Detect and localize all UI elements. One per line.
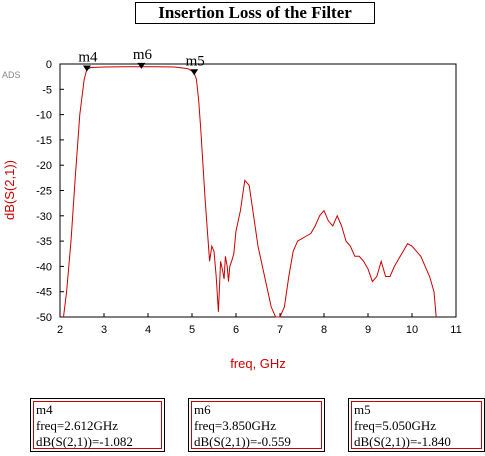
chart-title: Insertion Loss of the Filter xyxy=(135,2,375,24)
marker-label: m5 xyxy=(186,53,205,69)
x-ticks: 2 3 4 5 6 7 8 9 10 11 xyxy=(57,313,462,336)
chart: ADS 2 3 4 5 6 7 8 9 10 11 0 -5 -10 -15 -20 -25 -30 -35 -4… xyxy=(2,47,462,371)
ads-label: ADS xyxy=(2,70,21,80)
y-axis-label: dB(S(2,1)) xyxy=(2,160,17,220)
x-tick-label: 4 xyxy=(145,324,151,336)
y-tick-label: 0 xyxy=(46,59,52,71)
y-tick-label: -15 xyxy=(36,135,52,147)
marker-box-m6: m6 freq=3.850GHz dB(S(2,1))=-0.559 xyxy=(188,398,325,452)
marker-box-value: dB(S(2,1))=-1.840 xyxy=(354,434,451,449)
y-tick-label: -10 xyxy=(36,110,52,122)
marker-box-m4: m4 freq=2.612GHz dB(S(2,1))=-1.082 xyxy=(30,398,165,452)
marker-box-freq: freq=3.850GHz xyxy=(194,418,277,433)
y-tick-label: -5 xyxy=(42,84,52,96)
marker-triangle xyxy=(190,69,199,76)
x-tick-label: 2 xyxy=(57,324,63,336)
y-tick-label: -50 xyxy=(36,312,52,324)
y-ticks: 0 -5 -10 -15 -20 -25 -30 -35 -40 -45 -50 xyxy=(36,59,64,324)
markers-group: m4 m6 m5 xyxy=(78,47,205,76)
y-tick-label: -35 xyxy=(36,236,52,248)
series-line xyxy=(63,66,437,318)
y-tick-label: -20 xyxy=(36,160,52,172)
marker-box-name: m6 xyxy=(194,402,211,417)
x-tick-label: 7 xyxy=(277,324,283,336)
x-tick-label: 10 xyxy=(406,324,418,336)
marker-triangle xyxy=(137,62,146,69)
x-tick-label: 8 xyxy=(321,324,327,336)
marker-box-freq: freq=2.612GHz xyxy=(36,418,119,433)
y-tick-label: -30 xyxy=(36,211,52,223)
marker-box-name: m4 xyxy=(36,402,53,417)
x-axis-label: freq, GHz xyxy=(230,356,286,371)
marker-box-freq: freq=5.050GHz xyxy=(354,418,437,433)
x-tick-label: 5 xyxy=(189,324,195,336)
plot-frame xyxy=(59,63,457,318)
x-tick-label: 9 xyxy=(365,324,371,336)
marker-triangle xyxy=(82,65,91,72)
marker-box-value: dB(S(2,1))=-1.082 xyxy=(36,434,133,449)
marker-box-m5: m5 freq=5.050GHz dB(S(2,1))=-1.840 xyxy=(348,398,485,452)
marker-box-value: dB(S(2,1))=-0.559 xyxy=(194,434,291,449)
y-tick-label: -45 xyxy=(36,287,52,299)
marker-label: m4 xyxy=(78,49,98,65)
marker-label: m6 xyxy=(133,47,153,63)
x-tick-label: 11 xyxy=(450,324,461,336)
x-tick-label: 3 xyxy=(101,324,107,336)
y-tick-label: -25 xyxy=(36,186,52,198)
marker-box-name: m5 xyxy=(354,402,371,417)
series-group xyxy=(63,66,437,318)
x-tick-label: 6 xyxy=(233,324,239,336)
y-tick-label: -40 xyxy=(36,261,52,273)
